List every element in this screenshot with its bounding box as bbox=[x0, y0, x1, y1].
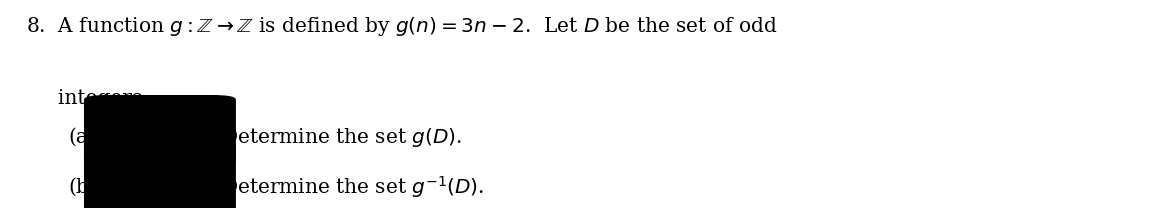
Text: Determine the set $g^{-1}(D)$.: Determine the set $g^{-1}(D)$. bbox=[221, 174, 485, 200]
Text: (a): (a) bbox=[68, 128, 96, 147]
Text: integers.: integers. bbox=[26, 89, 148, 108]
Text: Determine the set $g(D)$.: Determine the set $g(D)$. bbox=[221, 126, 462, 149]
Text: (b): (b) bbox=[68, 178, 96, 197]
FancyBboxPatch shape bbox=[85, 141, 235, 208]
FancyBboxPatch shape bbox=[85, 96, 235, 166]
Text: 8.  A function $g : \mathbb{Z} \rightarrow \mathbb{Z}$ is defined by $g(n) = 3n : 8. A function $g : \mathbb{Z} \rightarro… bbox=[26, 15, 777, 38]
